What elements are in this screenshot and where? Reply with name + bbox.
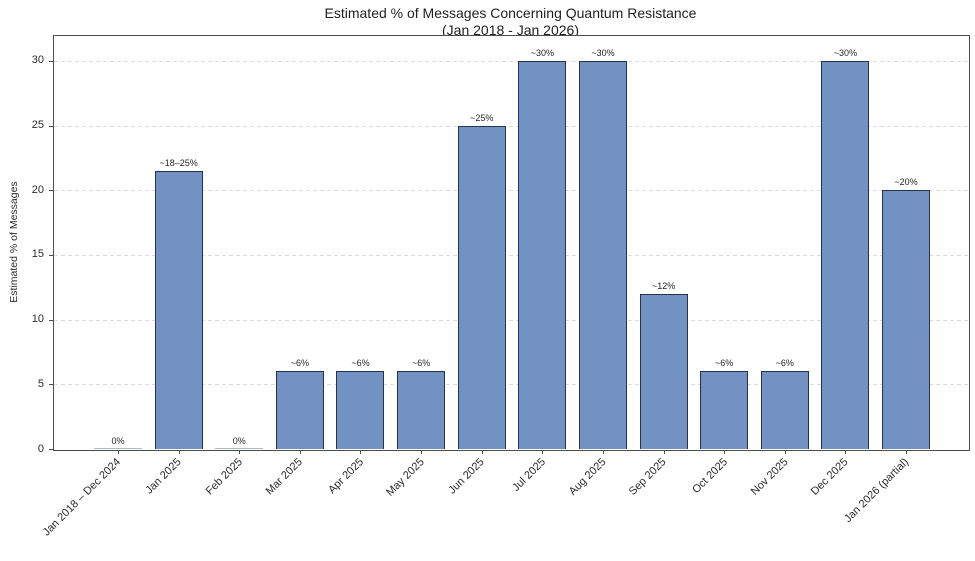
x-tick-label: Nov 2025 [748, 456, 791, 498]
y-tick-mark [49, 125, 53, 127]
gridline-20 [54, 190, 968, 192]
x-tick-mark [602, 450, 604, 454]
gridline-10 [54, 319, 968, 321]
x-tick-label: Jun 2025 [446, 456, 488, 497]
bar-14 [882, 190, 931, 449]
bar-6 [397, 371, 446, 449]
y-tick-label: 10 [31, 313, 44, 326]
y-tick-label: 20 [31, 183, 44, 196]
bar-3-zero [215, 448, 264, 449]
bar-12 [760, 371, 809, 449]
x-tick-label: Sep 2025 [627, 456, 670, 498]
x-tick-label: Jan 2026 (partial) [842, 456, 912, 526]
bar-value-label: ~6% [715, 358, 734, 369]
bar-2 [154, 170, 203, 449]
x-tick-mark [178, 450, 180, 454]
bar-value-label: ~6% [290, 358, 309, 369]
x-tick-label: Jul 2025 [509, 456, 548, 494]
x-tick-label: Feb 2025 [203, 456, 245, 498]
x-tick-mark [542, 450, 544, 454]
bar-10 [639, 293, 688, 449]
bar-value-label: ~6% [775, 358, 794, 369]
bar-value-label: ~6% [411, 358, 431, 369]
x-tick-mark [724, 450, 726, 454]
bar-11 [700, 371, 749, 449]
x-tick-mark [663, 450, 665, 454]
x-tick-mark [906, 450, 908, 454]
bar-value-label: ~30% [530, 47, 554, 58]
bar-value-label: ~30% [591, 47, 615, 58]
x-tick-label: Mar 2025 [264, 456, 306, 498]
x-tick-label: Aug 2025 [566, 456, 609, 498]
y-tick-label: 15 [31, 248, 44, 261]
bar-value-label: ~30% [833, 47, 858, 58]
y-tick-mark [49, 319, 53, 321]
x-tick-label: Apr 2025 [325, 456, 366, 497]
bar-13 [821, 60, 870, 449]
bar-7 [457, 125, 506, 449]
x-tick-mark [118, 450, 119, 454]
x-tick-label: Jan 2018 – Dec 2024 [41, 456, 124, 539]
bar-8 [518, 60, 567, 449]
x-tick-label: May 2025 [383, 456, 427, 499]
y-tick-mark [49, 384, 53, 386]
y-tick-mark [49, 60, 53, 62]
bar-value-label: ~25% [470, 112, 494, 123]
x-tick-mark [481, 450, 483, 454]
gridline-25 [54, 125, 968, 127]
y-tick-label: 30 [31, 54, 44, 67]
x-tick-mark [360, 450, 362, 454]
y-tick-label: 5 [37, 377, 44, 390]
y-tick-mark [49, 449, 53, 450]
x-tick-label: Jan 2025 [143, 456, 185, 497]
gridline-5 [54, 384, 968, 386]
bar-value-label: 0% [232, 436, 246, 446]
y-tick-mark [49, 254, 53, 256]
bar-value-label: ~20% [894, 177, 918, 188]
gridline-15 [54, 254, 968, 256]
plot-area [53, 35, 970, 451]
chart-title: Estimated % of Messages Concerning Quant… [324, 5, 697, 21]
chart-title-block: Estimated % of Messages Concerning Quant… [53, 5, 968, 39]
x-tick-mark [239, 450, 241, 454]
y-tick-label: 0 [37, 442, 44, 455]
x-tick-mark [845, 450, 847, 454]
bar-1-zero [94, 448, 142, 449]
x-tick-mark [299, 450, 301, 454]
bar-value-label: 0% [111, 436, 125, 446]
gridline-30 [54, 60, 968, 62]
y-tick-mark [49, 190, 53, 192]
bar-4 [275, 371, 324, 449]
bar-9 [578, 60, 627, 449]
x-tick-mark [784, 450, 786, 454]
x-tick-mark [421, 450, 423, 454]
chart-subtitle: (Jan 2018 - Jan 2026) [442, 22, 579, 38]
bar-5 [336, 371, 385, 449]
bar-value-label: ~18–25% [159, 157, 198, 168]
x-tick-label: Dec 2025 [809, 456, 851, 498]
bar-value-label: ~6% [351, 358, 370, 369]
y-tick-label: 25 [31, 119, 44, 132]
x-tick-label: Oct 2025 [689, 456, 730, 497]
bar-value-label: ~12% [651, 280, 676, 291]
